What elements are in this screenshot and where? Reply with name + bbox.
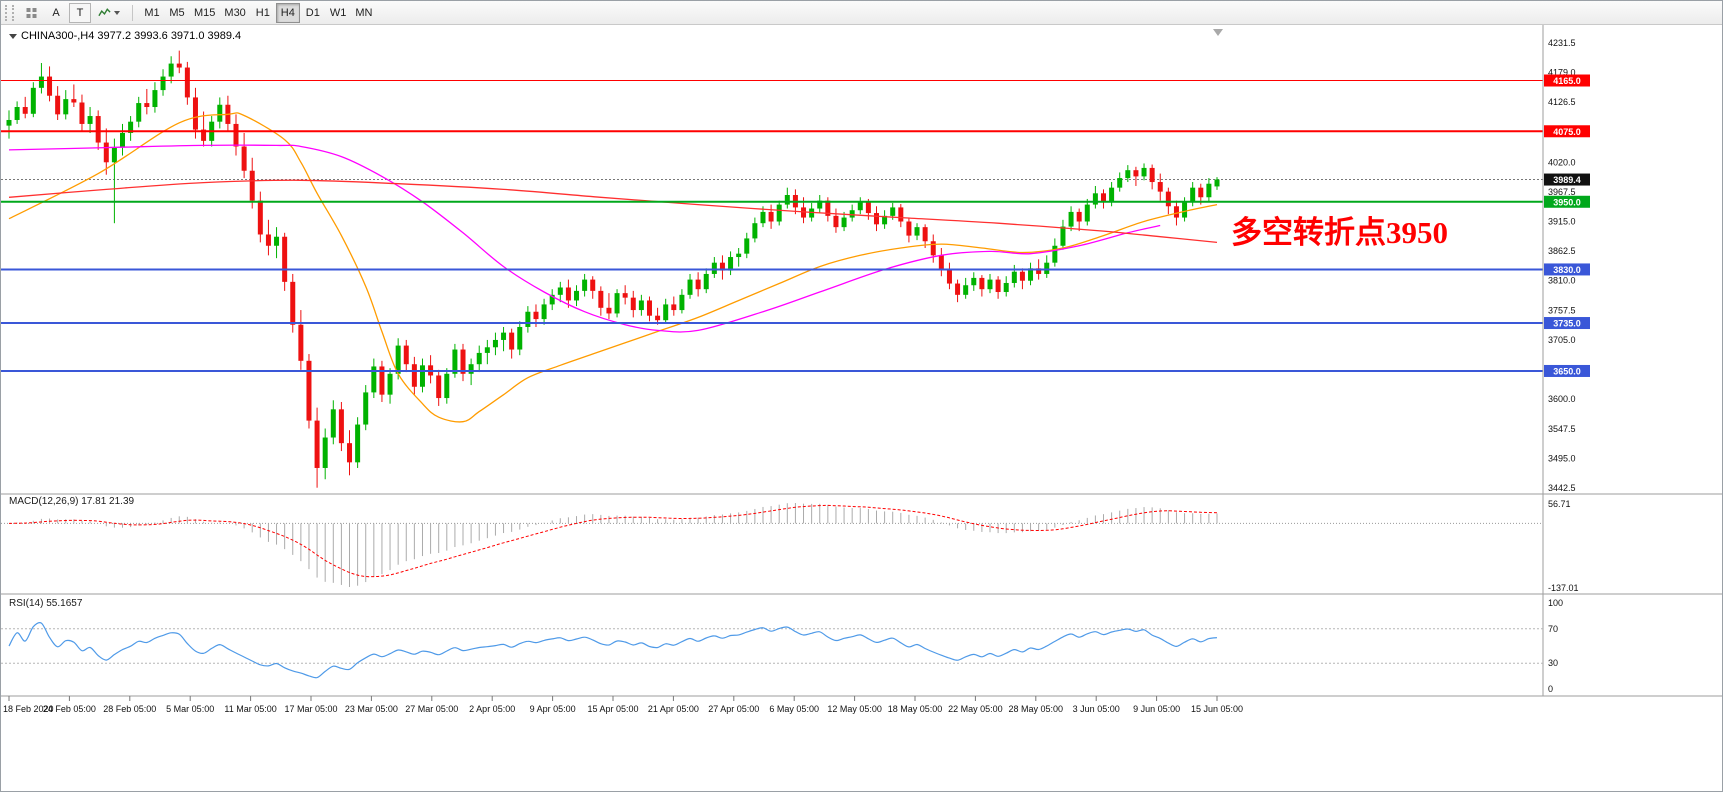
svg-text:23 Mar 05:00: 23 Mar 05:00 [345,704,398,714]
text-tool-button[interactable]: T [69,2,91,23]
price-badge-4075.0[interactable]: 4075.0 [1544,125,1590,138]
svg-text:30: 30 [1548,658,1558,668]
symbol-ohlc-readout: CHINA300-,H4 3977.2 3993.6 3971.0 3989.4 [9,30,241,42]
svg-text:24 Feb 05:00: 24 Feb 05:00 [43,704,96,714]
macd-axis-labels: 56.71 -137.01 [1548,499,1579,593]
price-badge-3830.0[interactable]: 3830.0 [1544,263,1590,276]
svg-text:2 Apr 05:00: 2 Apr 05:00 [469,704,515,714]
price-badge-3735.0[interactable]: 3735.0 [1544,317,1590,330]
svg-text:11 Mar 05:00: 11 Mar 05:00 [224,704,276,714]
svg-text:27 Apr 05:00: 27 Apr 05:00 [708,704,759,714]
svg-text:4165.0: 4165.0 [1553,76,1581,86]
main-toolbar: A T M1 M5 M15 M30 H1 H4 D1 W1 MN [1,1,1722,25]
timeframe-M15[interactable]: M15 [190,3,219,23]
price-badge-3650.0[interactable]: 3650.0 [1544,364,1590,377]
chart-annotation[interactable]: 多空转折点3950 [1231,215,1448,250]
svg-text:28 Feb 05:00: 28 Feb 05:00 [103,704,156,714]
ma-slow-magenta[interactable] [8,144,1161,333]
svg-text:21 Apr 05:00: 21 Apr 05:00 [648,704,699,714]
svg-text:3442.5: 3442.5 [1548,483,1576,493]
toolbar-separator [132,4,133,21]
svg-text:6 May 05:00: 6 May 05:00 [769,704,819,714]
svg-text:3967.5: 3967.5 [1548,187,1576,197]
rsi-line [8,621,1218,679]
svg-text:3830.0: 3830.0 [1553,265,1581,275]
svg-text:3989.4: 3989.4 [1553,175,1581,185]
timeframe-M30[interactable]: M30 [220,3,249,23]
svg-text:3600.0: 3600.0 [1548,394,1576,404]
svg-text:4231.5: 4231.5 [1548,38,1576,48]
toolbar-grip[interactable] [5,4,14,21]
ma-long-red[interactable] [8,179,1218,244]
svg-text:15 Apr 05:00: 15 Apr 05:00 [587,704,638,714]
svg-text:28 May 05:00: 28 May 05:00 [1009,704,1064,714]
svg-text:5 Mar 05:00: 5 Mar 05:00 [166,704,214,714]
svg-text:3650.0: 3650.0 [1553,366,1581,376]
symbol-ohlc-text: CHINA300-,H4 3977.2 3993.6 3971.0 3989.4 [21,30,242,42]
svg-text:27 Mar 05:00: 27 Mar 05:00 [405,704,458,714]
svg-text:22 May 05:00: 22 May 05:00 [948,704,1003,714]
svg-text:4126.5: 4126.5 [1548,97,1576,107]
chart-svg[interactable]: 4231.54179.04126.54074.04020.03967.53915… [1,25,1723,792]
svg-text:3495.0: 3495.0 [1548,453,1576,463]
svg-text:15 Jun 05:00: 15 Jun 05:00 [1191,704,1243,714]
svg-text:-137.01: -137.01 [1548,583,1579,593]
svg-text:56.71: 56.71 [1548,499,1571,509]
bid-price-badge[interactable]: 3989.4 [1544,173,1590,186]
timeframe-MN[interactable]: MN [351,3,376,23]
grid-icon [26,7,37,18]
timeframe-W1[interactable]: W1 [326,3,351,23]
svg-text:18 Feb 2020: 18 Feb 2020 [3,704,54,714]
cursor-tool-button[interactable]: A [45,3,67,23]
indicator-zigzag-icon [98,7,111,16]
rsi-axis-labels: 100 70 30 0 [1548,598,1563,694]
svg-text:3 Jun 05:00: 3 Jun 05:00 [1073,704,1120,714]
svg-text:4075.0: 4075.0 [1553,127,1581,137]
svg-text:4020.0: 4020.0 [1548,157,1576,167]
price-badge-4165.0[interactable]: 4165.0 [1544,74,1590,87]
symbol-caret-icon [9,33,17,39]
svg-text:0: 0 [1548,684,1553,694]
timeframe-M5[interactable]: M5 [165,3,189,23]
chart-shift-marker [1213,29,1223,36]
timeframe-group: M1 M5 M15 M30 H1 H4 D1 W1 MN [140,2,376,23]
svg-text:17 Mar 05:00: 17 Mar 05:00 [284,704,337,714]
svg-text:3915.0: 3915.0 [1548,217,1576,227]
svg-text:3862.5: 3862.5 [1548,246,1576,256]
macd-histogram [16,503,1218,587]
macd-label: MACD(12,26,9) 17.81 21.39 [9,496,135,507]
svg-text:3810.0: 3810.0 [1548,276,1576,286]
chevron-down-icon [114,10,120,15]
svg-text:9 Apr 05:00: 9 Apr 05:00 [530,704,576,714]
timeframe-D1[interactable]: D1 [301,3,325,23]
svg-text:4179.0: 4179.0 [1548,68,1576,78]
svg-text:12 May 05:00: 12 May 05:00 [827,704,882,714]
rsi-label: RSI(14) 55.1657 [9,598,83,609]
timeframe-H4[interactable]: H4 [275,2,300,23]
svg-text:70: 70 [1548,624,1558,634]
macd-signal-line [8,504,1218,578]
timeframe-H1[interactable]: H1 [251,3,275,23]
svg-text:3757.5: 3757.5 [1548,305,1576,315]
svg-text:18 May 05:00: 18 May 05:00 [888,704,943,714]
chart-windows-button[interactable] [20,3,43,23]
chart-canvas[interactable]: 4231.54179.04126.54074.04020.03967.53915… [1,25,1723,792]
indicators-button[interactable] [93,3,125,23]
svg-text:100: 100 [1548,598,1563,608]
svg-text:3950.0: 3950.0 [1553,197,1581,207]
price-badge-3950.0[interactable]: 3950.0 [1544,195,1590,208]
svg-text:3705.0: 3705.0 [1548,335,1576,345]
svg-text:9 Jun 05:00: 9 Jun 05:00 [1133,704,1180,714]
svg-text:3735.0: 3735.0 [1553,319,1581,329]
timeframe-M1[interactable]: M1 [140,3,164,23]
svg-text:3547.5: 3547.5 [1548,424,1576,434]
ma-medium-orange[interactable] [8,112,1218,423]
